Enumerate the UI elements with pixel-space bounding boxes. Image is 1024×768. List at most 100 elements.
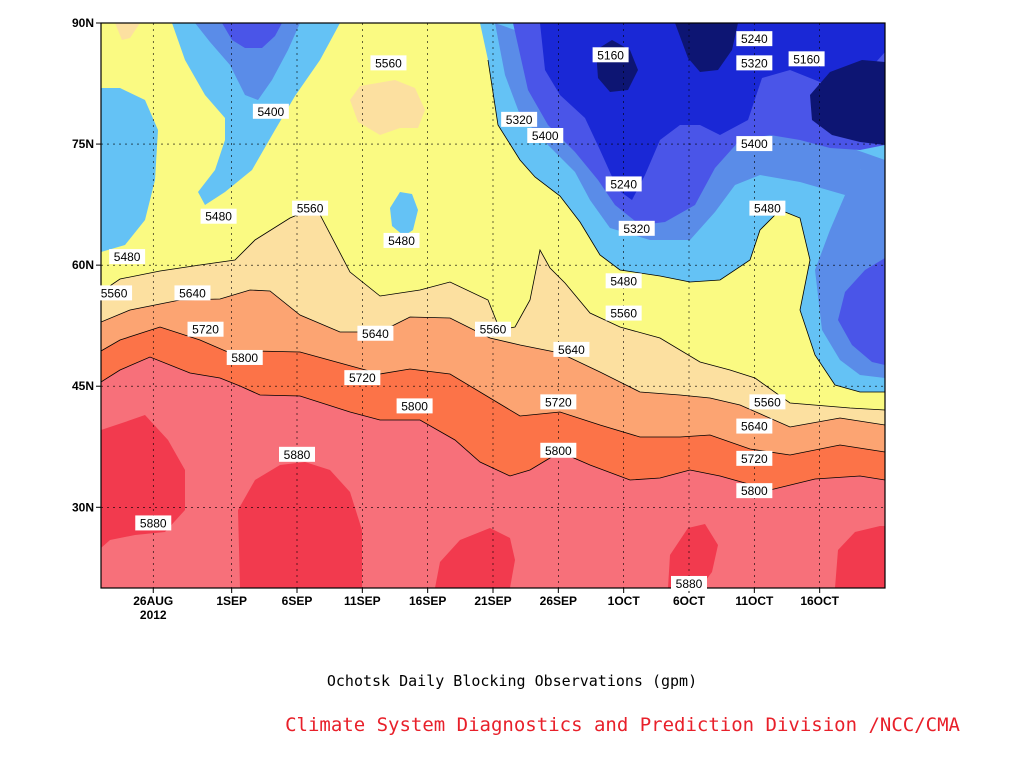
- contour-label: 5480: [200, 208, 237, 224]
- contour-label-layer: 5880 5880 5880 5800 5800 5800 5800 5720 5720 5720…: [96, 31, 825, 591]
- contour-label: 5160: [592, 47, 629, 63]
- contour-label-text: 5560: [480, 323, 507, 337]
- contour-label: 5560: [292, 200, 329, 216]
- contour-label: 5560: [605, 305, 642, 321]
- contour-label-text: 5560: [610, 307, 637, 321]
- contour-label: 5640: [736, 418, 773, 434]
- x-tick-label: 16OCT: [800, 594, 839, 608]
- chart-title: Ochotsk Daily Blocking Observations (gpm…: [326, 672, 698, 690]
- contour-label: 5400: [252, 103, 289, 119]
- contour-label-text: 5640: [741, 420, 768, 434]
- contour-label-text: 5240: [741, 32, 768, 46]
- contour-label: 5880: [671, 575, 707, 591]
- gridlines: [101, 23, 885, 588]
- contour-label-text: 5720: [545, 395, 572, 409]
- contour-label: 5400: [527, 128, 564, 143]
- credit-line: Climate System Diagnostics and Predictio…: [285, 714, 960, 736]
- contour-label-text: 5800: [741, 484, 768, 498]
- contour-label-text: 5720: [192, 323, 219, 337]
- band-above-5880-b: [238, 462, 362, 588]
- contour-label-text: 5880: [140, 516, 167, 530]
- contour-label: 5320: [736, 55, 773, 71]
- contour-label-text: 5720: [349, 371, 376, 385]
- x-tick-label: 26SEP: [540, 594, 577, 608]
- contour-label: 5800: [736, 483, 773, 499]
- band-5400-5480-blob: [390, 192, 418, 236]
- contour-label: 5480: [605, 273, 642, 289]
- y-tick-label: 75N: [72, 137, 94, 151]
- contour-label: 5480: [109, 249, 146, 264]
- contour-label: 5240: [736, 31, 773, 47]
- x-tick-label: 1SEP: [216, 594, 247, 608]
- band-below-5160-c: [810, 60, 885, 145]
- axes: 26AUG 1SEP 6SEP 11SEP 16SEP 21SEP 26SEP 1OCT 6OC…: [72, 16, 840, 622]
- y-tick-label: 60N: [72, 258, 94, 272]
- y-tick-label: 90N: [72, 16, 94, 30]
- x-tick-label: 21SEP: [474, 594, 511, 608]
- contour-label-text: 5160: [793, 52, 820, 66]
- contour-label-text: 5880: [284, 448, 311, 462]
- band-5240-5320-east: [838, 258, 885, 365]
- contour-label-text: 5480: [114, 250, 141, 264]
- contour-label: 5400: [736, 136, 773, 152]
- contour-label: 5720: [187, 321, 224, 337]
- contour-label-text: 5400: [532, 129, 559, 143]
- contour-label: 5880: [279, 446, 315, 462]
- contour-label: 5640: [174, 285, 211, 301]
- band-5560-5640-blob: [350, 80, 425, 135]
- contour-label: 5720: [736, 450, 773, 466]
- contour-label-text: 5880: [676, 577, 703, 591]
- contour-label-text: 5720: [741, 452, 768, 466]
- band-5320-5400-north: [195, 23, 300, 100]
- band-5560-5640-corner: [115, 23, 140, 40]
- contour-label: 5480: [749, 200, 786, 216]
- contour-label-text: 5400: [741, 137, 768, 151]
- contour-label-text: 5320: [741, 56, 768, 70]
- contour-label: 5800: [396, 398, 433, 414]
- contour-label-text: 5640: [362, 327, 389, 341]
- contour-label-text: 5640: [179, 286, 206, 300]
- contour-label: 5160: [788, 51, 825, 67]
- contour-label: 5240: [605, 176, 642, 192]
- contour-label: 5880: [135, 515, 172, 531]
- x-tick-label: 6OCT: [673, 594, 706, 608]
- x-tick-label: 1OCT: [608, 594, 641, 608]
- contour-label-text: 5240: [610, 177, 637, 191]
- y-tick-label: 45N: [72, 379, 94, 393]
- contour-label-text: 5640: [558, 343, 585, 357]
- x-tick-label: 6SEP: [282, 594, 313, 608]
- contour-label: 5800: [540, 442, 577, 458]
- x-tick-label: 11SEP: [344, 594, 381, 608]
- contour-label-text: 5160: [597, 48, 624, 62]
- band-above-5880-e: [835, 526, 885, 588]
- x-tick-label: 16SEP: [409, 594, 446, 608]
- contour-label-text: 5480: [388, 234, 415, 248]
- contour-label: 5320: [501, 111, 538, 127]
- contour-label-text: 5560: [754, 395, 781, 409]
- contour-label-text: 5800: [545, 444, 572, 458]
- contour-label: 5640: [357, 325, 394, 341]
- contour-label: 5480: [383, 232, 420, 248]
- x-tick-label: 11OCT: [735, 594, 774, 608]
- x-tick-label: 26AUG: [133, 594, 173, 608]
- band-5400-5480-west: [101, 88, 158, 252]
- contour-label: 5640: [553, 341, 590, 357]
- contour-label-text: 5320: [623, 222, 650, 236]
- contour-label-text: 5480: [205, 210, 232, 224]
- band-above-5880-a: [101, 415, 185, 548]
- band-below-5160-b: [675, 23, 738, 72]
- contour-label-text: 5320: [506, 113, 533, 127]
- contour-label-text: 5560: [375, 56, 402, 70]
- contour-label-text: 5400: [258, 105, 285, 119]
- contour-label-text: 5480: [610, 274, 637, 288]
- y-tick-label: 30N: [72, 500, 94, 514]
- band-above-5880-d: [668, 524, 718, 588]
- contour-label: 5560: [370, 55, 407, 71]
- contour-label-text: 5800: [401, 399, 428, 413]
- band-above-5880-c: [435, 528, 515, 588]
- contour-label: 5320: [618, 220, 655, 236]
- contour-label-text: 5560: [297, 202, 324, 216]
- contour-label: 5720: [344, 370, 381, 386]
- contour-label-text: 5480: [754, 202, 781, 216]
